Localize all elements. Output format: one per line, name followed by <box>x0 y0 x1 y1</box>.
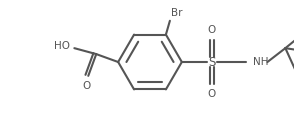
Text: O: O <box>208 25 216 35</box>
Text: NH: NH <box>253 57 269 67</box>
Text: S: S <box>208 56 215 68</box>
Text: O: O <box>208 89 216 99</box>
Text: Br: Br <box>171 8 182 18</box>
Text: O: O <box>82 81 90 91</box>
Text: HO: HO <box>54 41 71 51</box>
